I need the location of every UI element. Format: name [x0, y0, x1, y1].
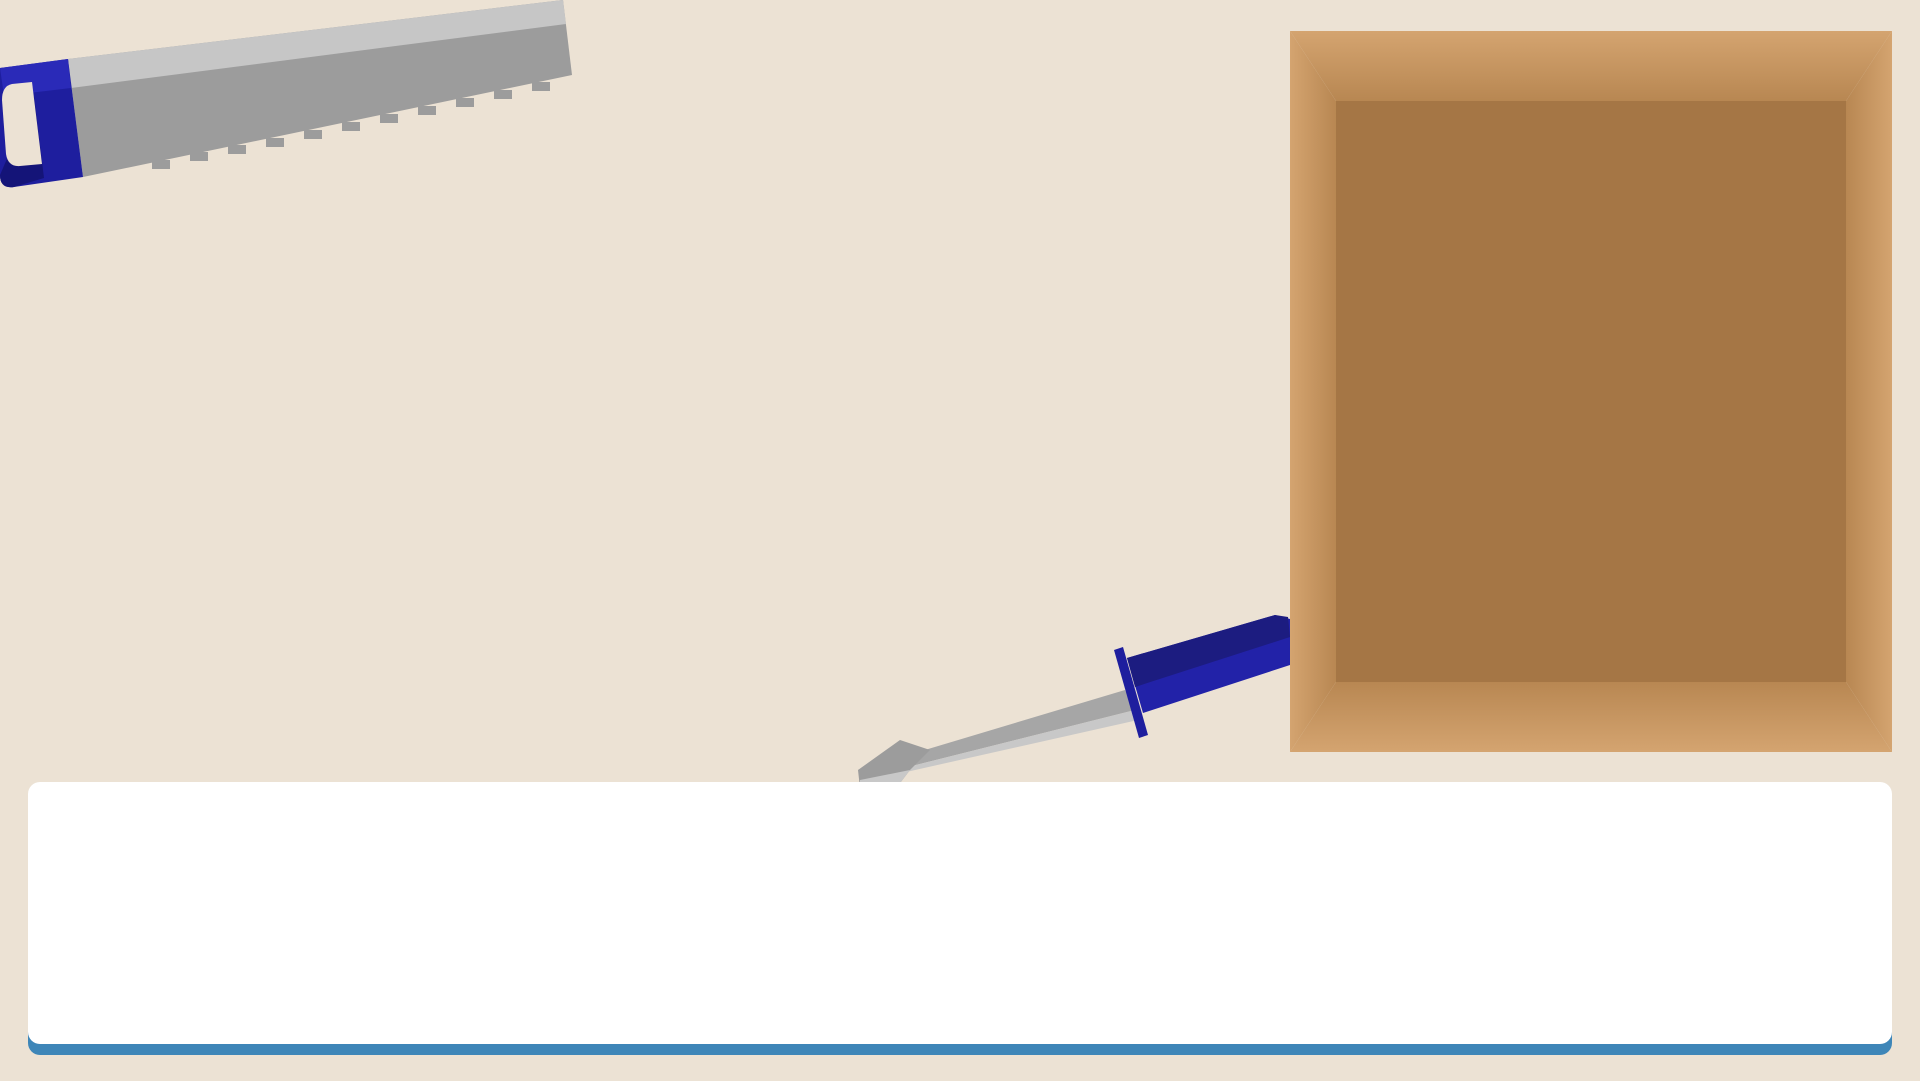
dialog-box	[28, 782, 1892, 1044]
saw-icon[interactable]	[0, 0, 580, 190]
crate-icon[interactable]	[1290, 31, 1892, 752]
screwdriver-icon[interactable]	[850, 595, 1295, 785]
